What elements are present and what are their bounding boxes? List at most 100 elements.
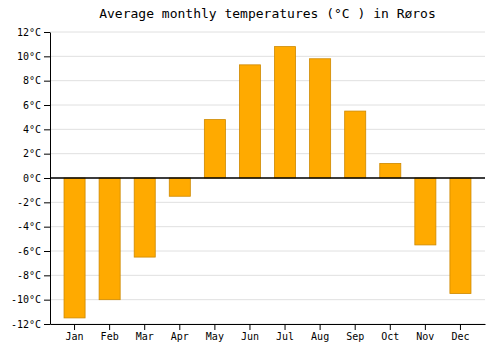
y-tick-mark: [44, 129, 50, 130]
x-tick-mark: [425, 324, 426, 330]
bar: [239, 65, 260, 178]
bars: [64, 47, 471, 318]
bar: [134, 178, 155, 257]
y-tick-mark: [44, 178, 50, 179]
x-tick-label: Sep: [346, 331, 364, 342]
x-axis-line: [51, 324, 486, 325]
y-tick: -10°C: [11, 294, 50, 305]
x-tick-mark: [144, 324, 145, 330]
y-tick-label: 6°C: [23, 100, 41, 111]
bar: [345, 111, 366, 178]
x-axis: Jan Feb Mar Apr May Jun Jul Aug Sep Oct Nov Dec: [51, 324, 486, 342]
x-tick: Mar: [136, 324, 154, 342]
x-tick-mark: [179, 324, 180, 330]
y-tick: -6°C: [17, 246, 50, 257]
y-tick-label: -12°C: [11, 319, 41, 330]
y-tick: -12°C: [11, 319, 50, 330]
y-tick: 4°C: [23, 124, 50, 135]
y-tick-mark: [44, 202, 50, 203]
y-tick: 0°C: [23, 173, 50, 184]
x-tick: Apr: [171, 324, 189, 342]
y-tick-mark: [44, 56, 50, 57]
x-tick-label: Jan: [66, 331, 84, 342]
y-tick: -8°C: [17, 270, 50, 281]
y-tick-label: -8°C: [17, 270, 41, 281]
y-tick-mark: [44, 105, 50, 106]
bar: [380, 163, 401, 178]
x-tick: Jan: [66, 324, 84, 342]
x-tick-mark: [355, 324, 356, 330]
bar: [310, 59, 331, 178]
bar: [275, 47, 296, 178]
x-tick: Dec: [451, 324, 469, 342]
y-tick-mark: [44, 32, 50, 33]
bar: [204, 120, 225, 178]
x-tick: Jun: [241, 324, 259, 342]
x-tick-mark: [460, 324, 461, 330]
y-tick-label: -6°C: [17, 246, 41, 257]
x-tick-mark: [74, 324, 75, 330]
y-tick: -2°C: [17, 197, 50, 208]
grid-line: [50, 32, 485, 33]
y-tick-label: 2°C: [23, 148, 41, 159]
y-tick-label: 4°C: [23, 124, 41, 135]
x-tick-label: May: [206, 331, 224, 342]
grid-line: [50, 80, 485, 81]
x-tick: Feb: [101, 324, 119, 342]
y-tick-label: 8°C: [23, 75, 41, 86]
grid-line: [50, 105, 485, 106]
grid-line: [50, 153, 485, 154]
y-tick-label: -10°C: [11, 294, 41, 305]
y-tick-label: 10°C: [17, 51, 41, 62]
x-tick: Nov: [416, 324, 434, 342]
bar: [415, 178, 436, 245]
y-tick-mark: [44, 324, 50, 325]
x-tick-mark: [320, 324, 321, 330]
x-tick-label: Nov: [416, 331, 434, 342]
grid: [50, 32, 485, 324]
x-tick-label: Aug: [311, 331, 329, 342]
y-tick-label: -4°C: [17, 221, 41, 232]
chart: -12°C -10°C -8°C -6°C -4°C -2°C 0°C 2°C 4°C 6°C 8°…: [0, 0, 500, 350]
x-tick-label: Dec: [451, 331, 469, 342]
x-tick: Sep: [346, 324, 364, 342]
x-tick: Oct: [381, 324, 399, 342]
y-tick: -4°C: [17, 221, 50, 232]
y-tick-label: -2°C: [17, 197, 41, 208]
x-tick-mark: [390, 324, 391, 330]
x-tick: Jul: [276, 324, 294, 342]
bar: [99, 178, 120, 300]
x-tick-label: Feb: [101, 331, 119, 342]
grid-line: [50, 56, 485, 57]
y-tick-label: 0°C: [23, 173, 41, 184]
y-tick-mark: [44, 154, 50, 155]
y-tick-mark: [44, 251, 50, 252]
y-tick: 2°C: [23, 148, 50, 159]
y-axis-line: [50, 33, 51, 325]
x-tick: May: [206, 324, 224, 342]
x-tick: Aug: [311, 324, 329, 342]
y-tick-label: 12°C: [17, 27, 41, 38]
grid-line: [50, 178, 485, 179]
x-tick-mark: [109, 324, 110, 330]
y-tick-mark: [44, 81, 50, 82]
x-tick-label: Apr: [171, 331, 189, 342]
grid-line: [50, 324, 485, 325]
x-tick-label: Oct: [381, 331, 399, 342]
x-tick-label: Mar: [136, 331, 154, 342]
x-tick-label: Jun: [241, 331, 259, 342]
y-tick: 12°C: [17, 27, 50, 38]
x-tick-mark: [249, 324, 250, 330]
y-tick: 8°C: [23, 75, 50, 86]
y-tick-mark: [44, 227, 50, 228]
y-tick: 6°C: [23, 100, 50, 111]
title: Average monthly temperatures (°C ) in Rø…: [99, 6, 436, 21]
y-axis: -12°C -10°C -8°C -6°C -4°C -2°C 0°C 2°C 4°C 6°C 8°…: [11, 27, 51, 330]
x-tick-mark: [214, 324, 215, 330]
y-tick-mark: [44, 275, 50, 276]
baseline: [50, 177, 485, 179]
bar: [169, 178, 190, 196]
y-tick: 10°C: [17, 51, 50, 62]
x-tick-label: Jul: [276, 331, 294, 342]
bar: [64, 178, 85, 318]
